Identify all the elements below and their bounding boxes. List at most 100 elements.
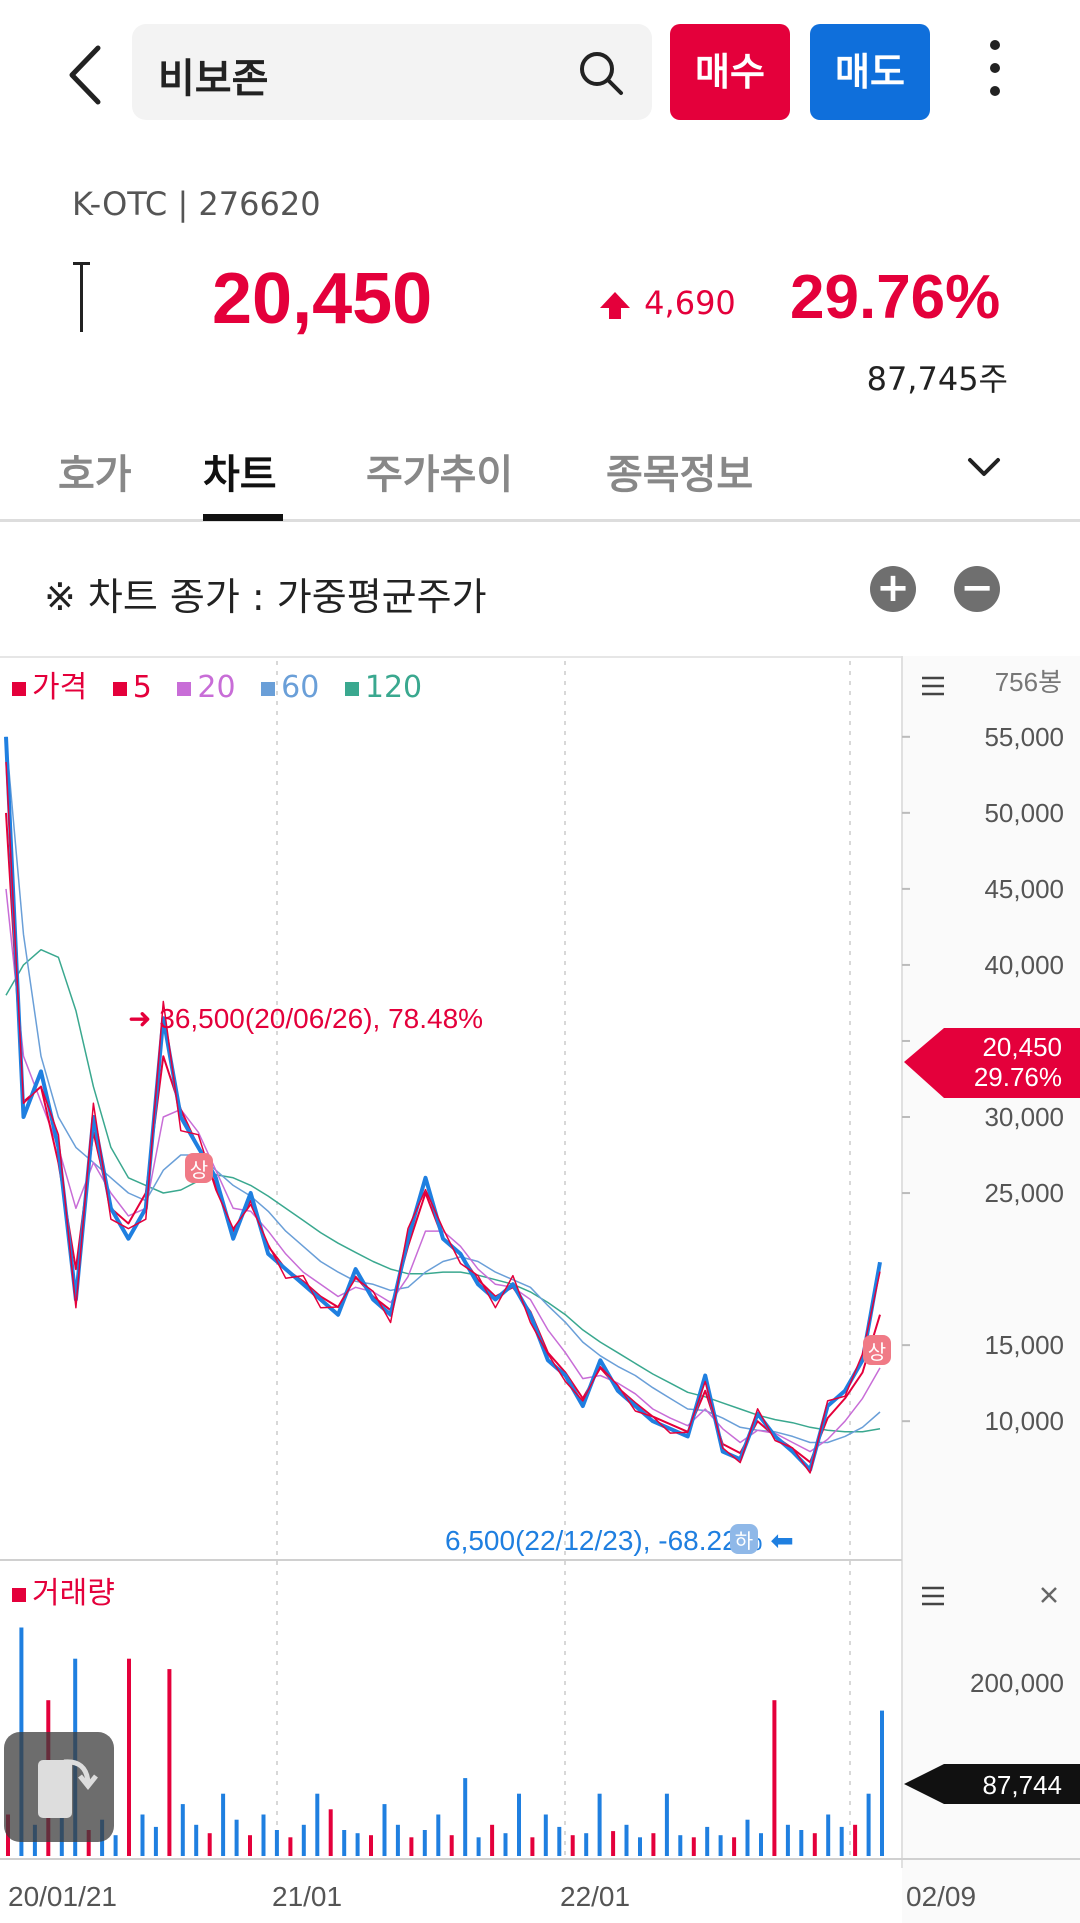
y-tick-label: 25,000 — [984, 1178, 1064, 1208]
legend-ma5: 5 — [132, 670, 152, 705]
search-icon[interactable] — [576, 48, 626, 98]
tab-chart[interactable]: 차트 — [203, 452, 277, 498]
volume-bar — [369, 1835, 373, 1856]
change-rate: 29.76% — [790, 263, 1001, 332]
x-tick: 02/09 — [906, 1881, 976, 1912]
high-annotation: ➜ 36,500(20/06/26), 78.48% — [128, 1003, 483, 1034]
volume-bar — [584, 1833, 589, 1856]
rotate-icon — [38, 1759, 98, 1818]
back-icon[interactable] — [58, 40, 118, 110]
volume-bar — [234, 1819, 239, 1856]
volume-bar — [543, 1814, 548, 1856]
tab-stock-info[interactable]: 종목정보 — [606, 452, 754, 498]
legend-price: 가격 — [32, 670, 88, 705]
legend-ma120: 120 — [364, 670, 423, 705]
volume-bar — [315, 1793, 320, 1856]
volume-bar — [342, 1830, 347, 1856]
volume-bar — [194, 1824, 199, 1856]
volume-bar — [745, 1819, 750, 1856]
volume-bar — [772, 1700, 777, 1856]
volume-bar — [422, 1830, 427, 1856]
volume-bar — [718, 1835, 723, 1856]
volume-bar — [127, 1658, 131, 1856]
volume-menu-icon[interactable] — [922, 1586, 944, 1606]
change-value: 4,690 — [644, 284, 736, 322]
svg-text:하: 하 — [735, 1530, 753, 1553]
volume-bar — [113, 1835, 118, 1856]
volume-bar — [274, 1830, 279, 1856]
x-tick: 20/01/21 — [8, 1881, 117, 1912]
zoom-in-button[interactable]: + — [870, 566, 916, 612]
market-code: K-OTC | 276620 — [72, 185, 321, 223]
x-tick: 21/01 — [272, 1881, 342, 1912]
sell-button[interactable]: 매도 — [810, 24, 930, 120]
chart-menu-icon[interactable] — [922, 676, 944, 696]
volume-bar — [301, 1824, 306, 1856]
volume-bar — [664, 1793, 669, 1856]
search-input[interactable]: 비보존 — [158, 56, 269, 102]
volume-bar — [221, 1793, 226, 1856]
more-options-icon[interactable] — [975, 40, 1015, 106]
volume-bar — [248, 1835, 252, 1856]
volume-bar — [503, 1833, 508, 1856]
volume-bar — [624, 1824, 629, 1856]
volume-bar — [140, 1814, 145, 1856]
volume-bar — [153, 1826, 158, 1856]
volume-bar — [839, 1826, 844, 1856]
y-tick-label: 15,000 — [984, 1330, 1064, 1360]
y-tick-label: 55,000 — [984, 722, 1064, 752]
volume-bar — [328, 1809, 333, 1856]
ma120-line — [5, 948, 881, 1433]
limit-up-marker: 상 — [863, 1335, 891, 1365]
volume-bar — [382, 1804, 387, 1856]
volume-bar — [691, 1837, 696, 1856]
legend-ma20: 20 — [197, 670, 236, 705]
chart-legend: 가격 5 20 60 120 — [12, 662, 438, 706]
volume-bar — [812, 1833, 817, 1856]
ma20-line — [5, 888, 881, 1453]
trade-volume: 87,745주 — [866, 360, 1008, 398]
volume-bar — [759, 1833, 763, 1856]
volume-bar — [476, 1837, 481, 1856]
limit-up-marker: 상 — [185, 1153, 213, 1183]
tab-price-trend[interactable]: 주가추이 — [366, 452, 514, 498]
current-price-tag-value: 20,450 — [982, 1032, 1062, 1062]
price-chart[interactable]: 55,00050,00045,00040,00035,00030,00025,0… — [0, 656, 1080, 1923]
volume-bar — [517, 1793, 521, 1856]
search-bar[interactable]: 비보존 — [132, 24, 652, 120]
y-tick-label: 40,000 — [984, 950, 1064, 980]
chart-note: ※ 차트 종가 : 가중평균주가 — [44, 575, 487, 619]
volume-bar — [597, 1793, 602, 1856]
price-change: 4,690 — [600, 284, 736, 322]
volume-bar — [436, 1814, 441, 1856]
y-tick-label: 10,000 — [984, 1406, 1064, 1436]
rotate-screen-button[interactable] — [4, 1732, 114, 1842]
current-price: 20,450 — [212, 259, 433, 339]
volume-bar — [570, 1835, 575, 1856]
volume-bar — [180, 1804, 185, 1856]
volume-bar — [611, 1831, 616, 1856]
price-range-icon — [73, 262, 90, 332]
close-volume-icon[interactable] — [1041, 1587, 1057, 1603]
volume-bar — [288, 1837, 293, 1856]
volume-bar — [207, 1833, 212, 1856]
volume-legend: 거래량 — [12, 1568, 115, 1612]
volume-bar — [395, 1824, 400, 1856]
x-tick: 22/01 — [560, 1881, 630, 1912]
legend-ma60: 60 — [281, 670, 320, 705]
volume-bar — [638, 1837, 642, 1856]
volume-bar — [261, 1814, 266, 1856]
volume-bar — [490, 1824, 495, 1856]
volume-bar — [651, 1833, 656, 1856]
up-arrow-icon — [600, 292, 630, 319]
volume-bar — [732, 1837, 737, 1856]
buy-button[interactable]: 매수 — [670, 24, 790, 120]
current-price-tag-rate: 29.76% — [974, 1062, 1062, 1092]
chevron-down-icon[interactable] — [966, 450, 1002, 486]
volume-bar — [409, 1837, 414, 1856]
current-price-tag — [904, 1028, 1080, 1098]
zoom-out-button[interactable]: − — [954, 566, 1000, 612]
svg-text:상: 상 — [190, 1159, 208, 1182]
volume-bar — [557, 1826, 562, 1856]
tab-orderbook[interactable]: 호가 — [58, 452, 132, 498]
